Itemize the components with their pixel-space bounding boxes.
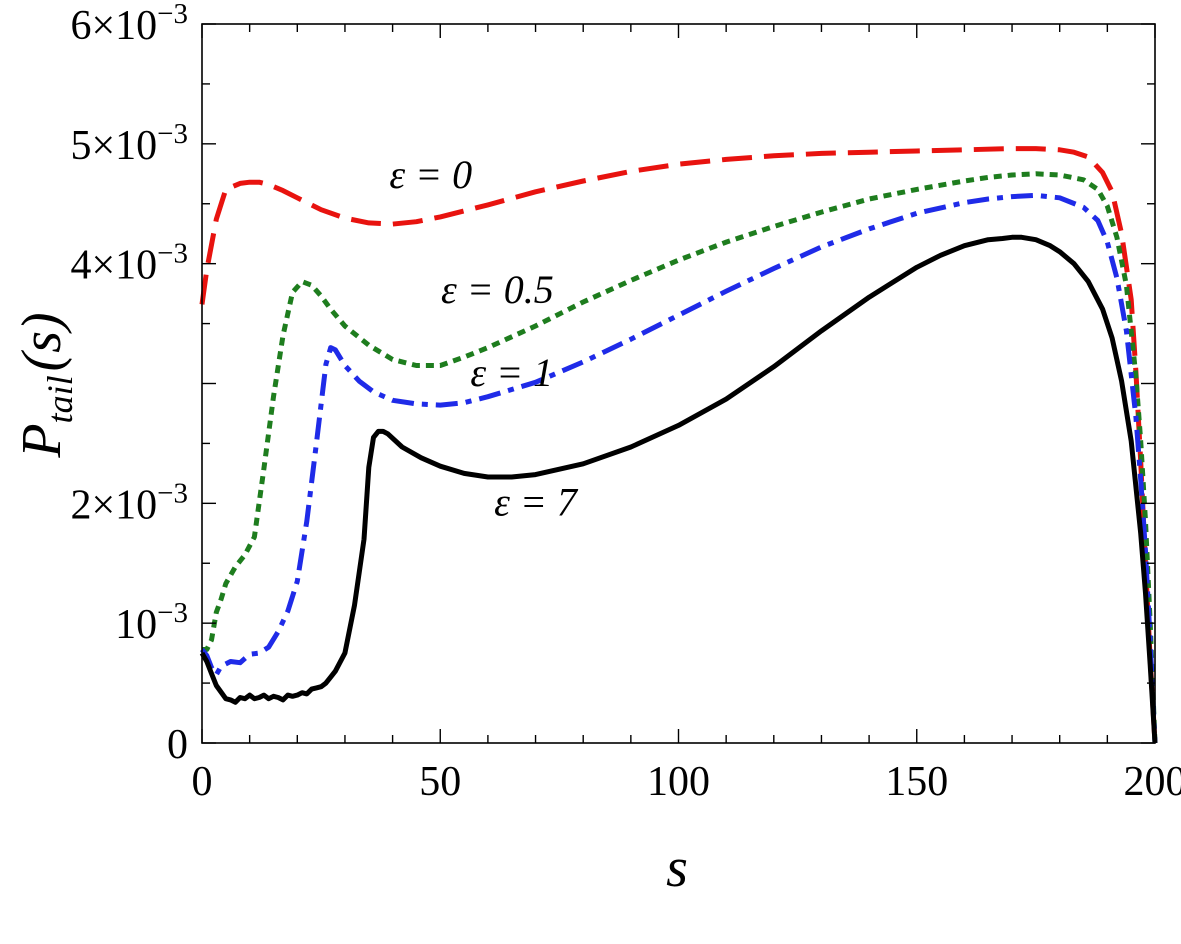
series-line-eps-1 <box>200 192 1158 744</box>
series-line-eps-0-5 <box>202 171 1158 744</box>
series-label: ε = 0.5 <box>441 267 554 312</box>
y-axis-label-argument: (s) <box>11 312 73 371</box>
x-tick-label: 0 <box>192 759 213 805</box>
x-axis-label: s <box>666 837 688 899</box>
series-layer <box>199 146 1158 744</box>
y-tick-label: 2×10−3 <box>70 477 188 528</box>
series-line-eps-7 <box>199 234 1158 744</box>
y-axis-label: Ptail(s) <box>11 312 80 458</box>
y-tick-label: 6×10−3 <box>70 0 188 49</box>
y-axis-label-subscript: tail <box>40 375 80 423</box>
y-axis-label-base: P <box>11 423 73 458</box>
series-line-eps-0 <box>199 146 1158 744</box>
y-tick-label: 5×10−3 <box>70 118 188 169</box>
series-label: ε = 7 <box>494 479 579 524</box>
annotation-layer: ε = 0 ε = 0.5 ε = 1 ε = 7 <box>389 152 579 524</box>
series-label: ε = 0 <box>389 152 472 197</box>
series-label: ε = 1 <box>470 350 553 395</box>
x-tick-label: 50 <box>419 759 461 805</box>
x-tick-label: 200 <box>1124 759 1181 805</box>
y-tick-label: 10−3 <box>115 597 188 648</box>
x-tick-label: 150 <box>885 759 948 805</box>
x-tick-label: 100 <box>647 759 710 805</box>
tick-layer: 0 50 100 150 200 0 10−3 2×10−3 4×10−3 5×10−3 6×10−… <box>70 0 1181 805</box>
y-tick-label: 0 <box>167 722 188 768</box>
y-tick-label: 4×10−3 <box>70 238 188 289</box>
